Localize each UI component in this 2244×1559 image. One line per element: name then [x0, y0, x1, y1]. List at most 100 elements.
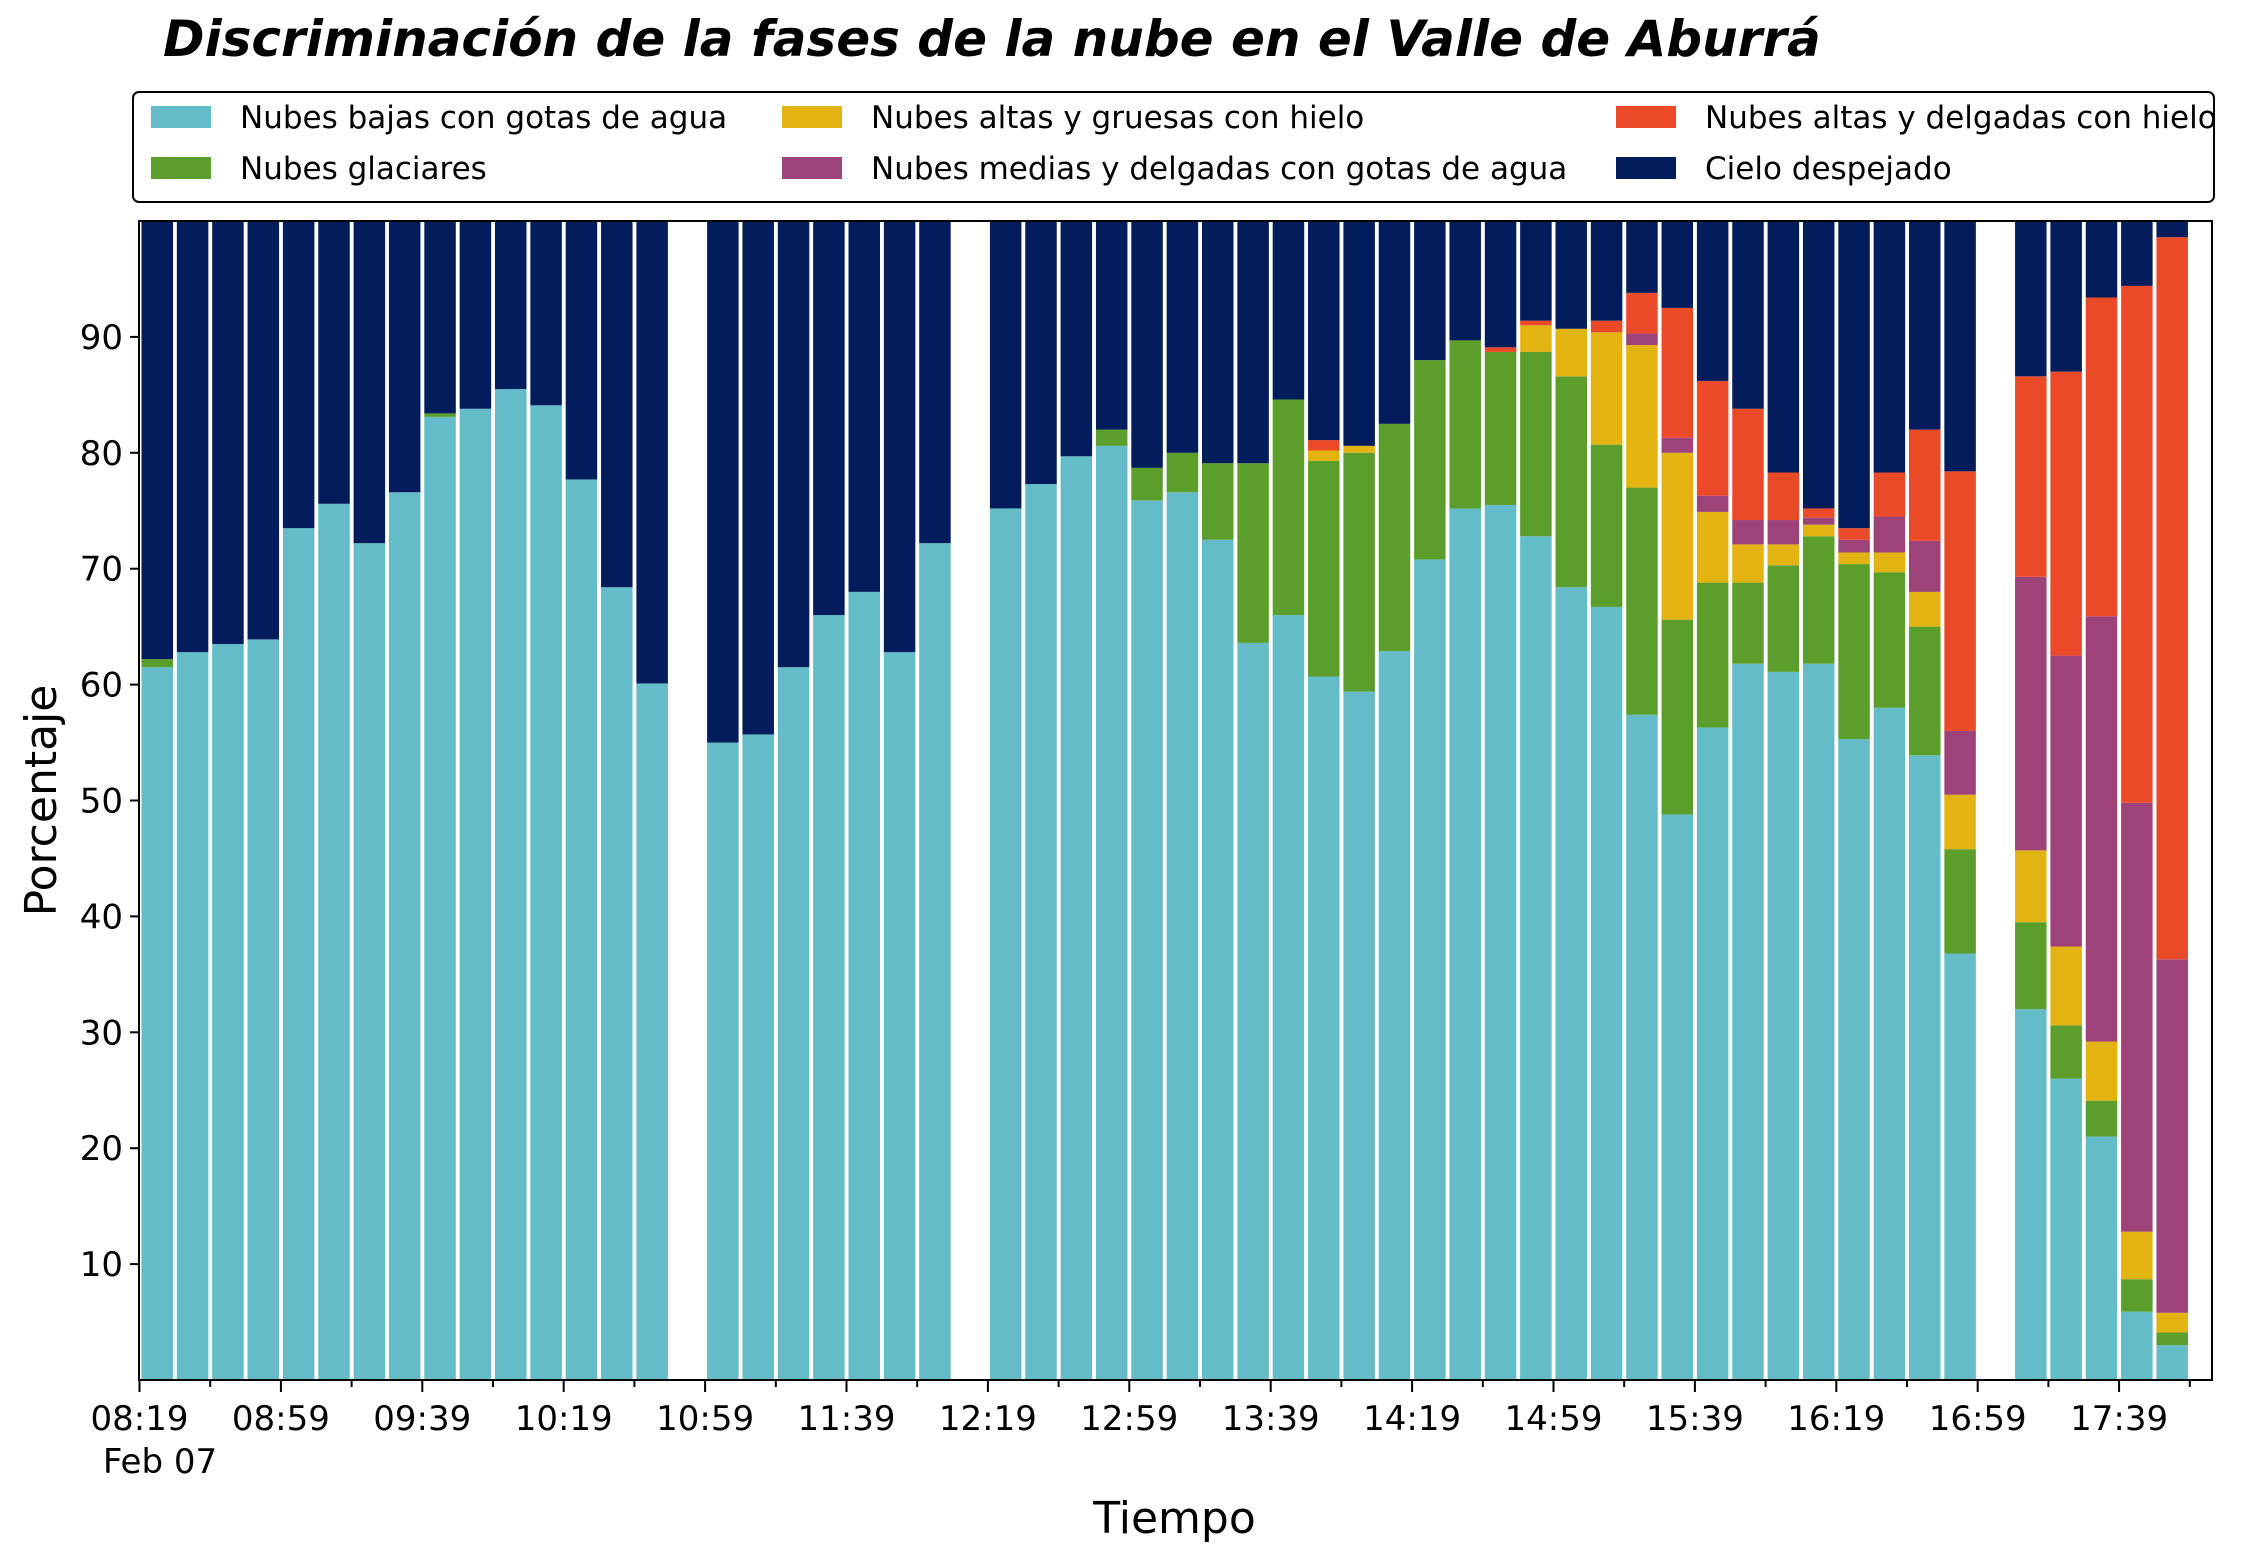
bar-segment-6-0859 [282, 221, 315, 529]
bar-segment-6-0939 [424, 221, 456, 414]
bar-segment-1-1119 [777, 667, 810, 1380]
bar-segment-1-1729 [2085, 1136, 2118, 1380]
bar-segment-2-1329 [1237, 463, 1269, 643]
x-tick-label: 09:39 [373, 1399, 471, 1439]
bar-segment-6-1059 [707, 221, 739, 743]
bar-segment-2-1259 [1131, 467, 1163, 501]
bar-segment-2-1319 [1202, 463, 1234, 540]
bar-segment-6-1619 [1838, 221, 1870, 529]
bar-segment-1-1559 [1767, 671, 1800, 1380]
bar-segment-6-1639 [1909, 221, 1941, 430]
y-tick-label: 70 [80, 550, 123, 590]
bar-segment-2-1519 [1626, 487, 1658, 715]
bar-segment-2-1309 [1166, 452, 1199, 493]
bar-segment-1-1439 [1484, 504, 1517, 1381]
bar-segment-6-1359 [1343, 221, 1375, 446]
bar-segment-1-1319 [1202, 539, 1234, 1380]
x-tick-label: 16:59 [1929, 1399, 2027, 1439]
bar-segment-6-1629 [1873, 221, 1906, 473]
bar-segment-4-1519 [1626, 333, 1658, 346]
bar-segment-2-1749 [2156, 1332, 2188, 1346]
bar-segment-6-0819 [141, 221, 173, 660]
x-tick-label: 12:19 [939, 1399, 1037, 1439]
bar-segment-1-1549 [1732, 663, 1764, 1380]
bar-segment-2-1349 [1308, 460, 1340, 677]
bar-segment-6-1009 [530, 221, 562, 406]
bar-segment-4-1749 [2156, 959, 2188, 1313]
bar-segment-3-1739 [2121, 1231, 2153, 1280]
bar-segment-6-1029 [601, 221, 633, 588]
bar-segment-6-1129 [813, 221, 845, 616]
bar-segment-6-1339 [1272, 221, 1305, 400]
bar-segment-5-1649 [1944, 471, 1976, 731]
bar-segment-4-1529 [1661, 437, 1694, 453]
bar-segment-1-1349 [1308, 676, 1340, 1380]
bar-segment-2-1739 [2121, 1279, 2153, 1312]
bar-segment-1-1229 [1025, 484, 1057, 1380]
bar-segment-3-1559 [1767, 544, 1800, 566]
bar-segment-1-1019 [565, 479, 598, 1380]
bar-segment-1-0909 [318, 503, 350, 1380]
bar-segment-1-0939 [424, 416, 456, 1381]
x-tick-label: 16:19 [1787, 1399, 1885, 1439]
bar-segment-6-1729 [2085, 221, 2118, 298]
bar-segment-6-1449 [1520, 221, 1552, 321]
bar-segment-2-1619 [1838, 564, 1870, 740]
bar-segment-3-1519 [1626, 345, 1658, 488]
bar-segment-5-1539 [1696, 380, 1729, 496]
bar-segment-1-1039 [636, 683, 668, 1380]
bar-segment-6-1549 [1732, 221, 1764, 409]
bar-segment-4-1549 [1732, 520, 1764, 545]
bar-segment-2-1339 [1272, 399, 1305, 616]
bar-segment-1-1009 [530, 405, 562, 1380]
bar-segment-2-1709 [2015, 922, 2047, 1010]
legend: Nubes bajas con gotas de agua Nubes glaci… [132, 91, 2217, 203]
y-tick-label: 40 [80, 897, 123, 937]
bar-segment-2-1729 [2085, 1100, 2118, 1137]
bar-segment-1-0959 [495, 389, 527, 1380]
bar-segment-2-1409 [1378, 423, 1411, 651]
bar-segment-1-1329 [1237, 642, 1269, 1380]
bar-segment-6-1149 [883, 221, 916, 653]
bar-segment-3-1649 [1944, 794, 1976, 850]
bar-segment-2-0939 [424, 413, 456, 417]
bar-segment-6-1259 [1131, 221, 1163, 468]
bar-segment-5-1519 [1626, 292, 1658, 334]
bar-segment-3-1349 [1308, 450, 1340, 461]
bar-segment-1-1539 [1696, 727, 1729, 1380]
bar-segment-6-1429 [1449, 221, 1481, 341]
legend-swatch [151, 106, 211, 128]
legend-swatch [1616, 106, 1676, 128]
x-date-label: Feb 07 [103, 1442, 217, 1482]
bar-segment-1-0859 [282, 528, 315, 1380]
bar-segment-1-1239 [1060, 456, 1093, 1381]
bar-segment-3-1719 [2050, 946, 2082, 1026]
y-tick-label: 80 [80, 434, 123, 474]
bar-segment-2-1549 [1732, 582, 1764, 664]
bar-segment-1-1059 [707, 742, 739, 1380]
bar-segment-1-1739 [2121, 1311, 2153, 1380]
bar-segment-2-1509 [1590, 444, 1623, 607]
bar-segment-5-1509 [1590, 320, 1623, 333]
bar-segment-6-1529 [1661, 221, 1694, 308]
bar-segment-5-1529 [1661, 307, 1694, 438]
bar-segment-5-1559 [1767, 472, 1800, 521]
bar-segment-6-1439 [1484, 221, 1517, 348]
bar-segment-6-1039 [636, 221, 668, 684]
bar-segment-4-1609 [1802, 517, 1835, 525]
bar-segment-2-1629 [1873, 572, 1906, 708]
y-tick-label: 10 [80, 1245, 123, 1285]
x-axis-label: Tiempo [1092, 1493, 1256, 1544]
bar-segment-3-1459 [1555, 328, 1587, 377]
bar-segment-1-1459 [1555, 587, 1587, 1380]
bar-segment-3-1619 [1838, 552, 1870, 565]
bar-segment-6-1119 [777, 221, 810, 668]
bar-segment-6-1139 [848, 221, 880, 592]
bar-segment-5-1729 [2085, 297, 2118, 617]
bar-segment-6-0909 [318, 221, 350, 504]
bar-segment-3-1509 [1590, 332, 1623, 445]
bar-segment-2-1719 [2050, 1025, 2082, 1079]
bar-segment-1-0929 [388, 492, 421, 1380]
x-tick-label: 10:59 [656, 1399, 754, 1439]
